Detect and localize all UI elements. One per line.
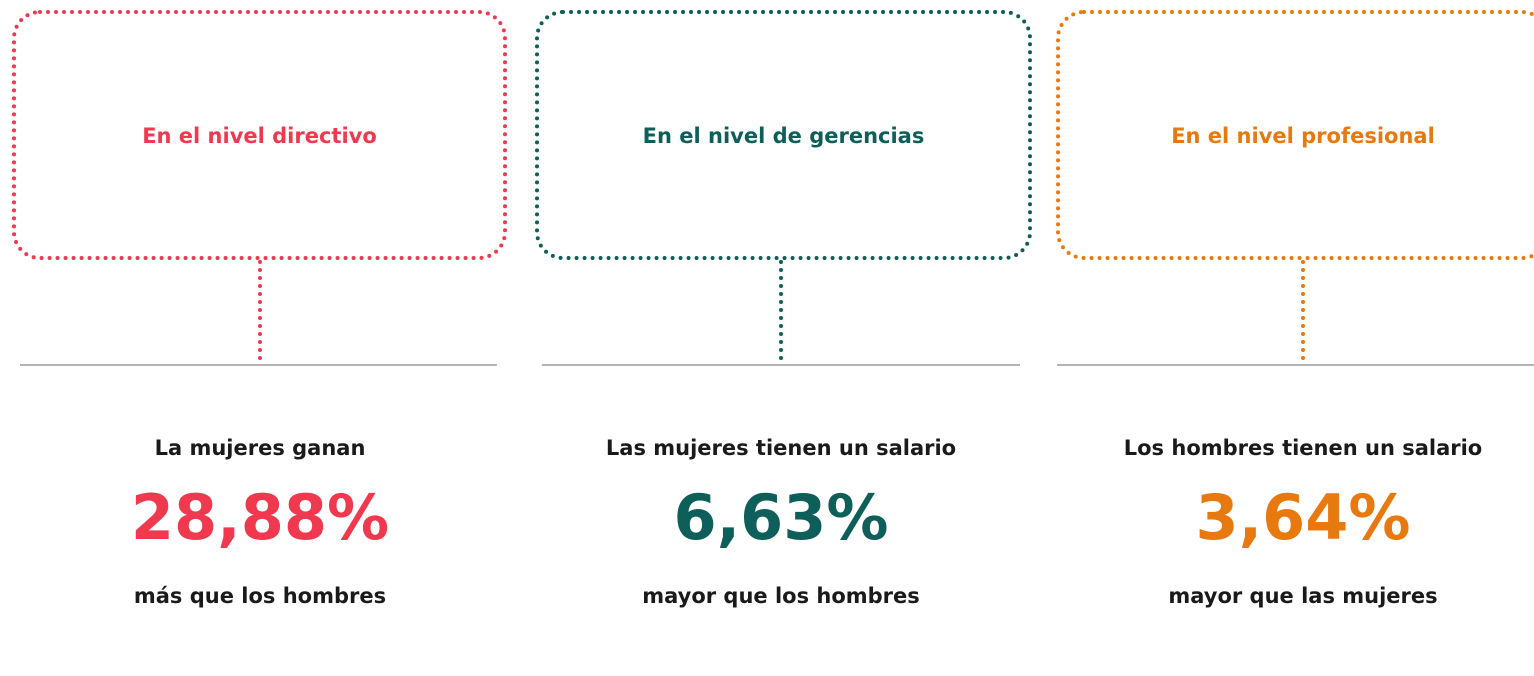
- lead-text: Las mujeres tienen un salario: [606, 436, 956, 460]
- tail-text: mayor que las mujeres: [1168, 584, 1437, 608]
- value-text: 6,63%: [673, 481, 888, 554]
- box-title: En el nivel de gerencias: [643, 124, 925, 148]
- tail-text: mayor que los hombres: [642, 584, 920, 608]
- lead-text: Los hombres tienen un salario: [1124, 436, 1483, 460]
- value-text: 3,64%: [1195, 481, 1410, 554]
- value-text: 28,88%: [131, 481, 389, 554]
- box-title: En el nivel profesional: [1171, 124, 1435, 148]
- box-title: En el nivel directivo: [142, 124, 377, 148]
- dotted-box: [12, 10, 507, 260]
- dotted-box: [535, 10, 1032, 260]
- dotted-box: [1056, 10, 1534, 260]
- tail-text: más que los hombres: [134, 584, 386, 608]
- lead-text: La mujeres ganan: [155, 436, 366, 460]
